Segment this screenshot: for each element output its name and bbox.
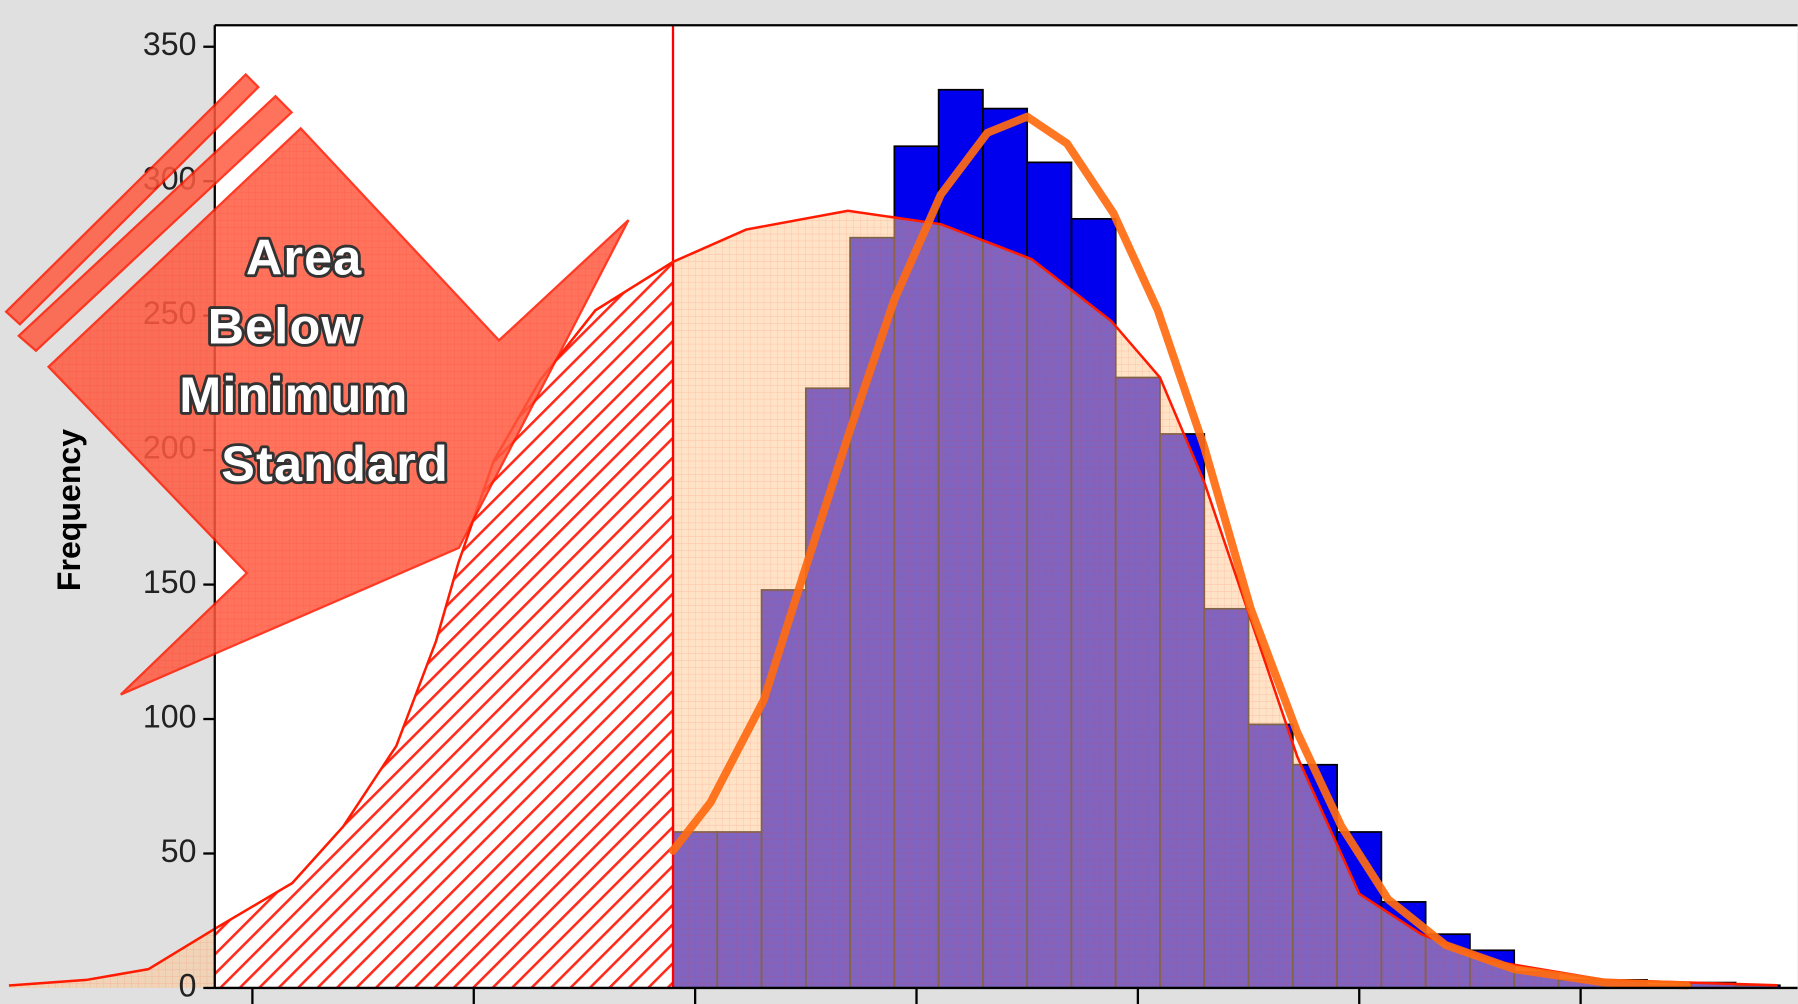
annotation-text: Below: [208, 297, 362, 354]
y-axis-label: Frequency: [51, 429, 87, 591]
y-tick-label: 150: [143, 564, 197, 600]
annotation-arrow-mesh: [48, 128, 629, 695]
y-tick-label: 0: [179, 967, 197, 1003]
below-standard-area: [214, 261, 674, 988]
y-tick-label: 50: [161, 833, 197, 869]
y-tick-label: 100: [143, 699, 197, 735]
annotation-text: Area: [246, 229, 363, 286]
y-tick-label: 350: [143, 26, 197, 62]
annotation-text: Standard: [221, 435, 449, 492]
annotation-stripe: [4, 72, 260, 326]
annotation-stripe: [17, 94, 294, 353]
annotation-text: Minimum: [179, 366, 408, 423]
curve: [668, 112, 1691, 990]
curve: [8, 209, 1778, 987]
